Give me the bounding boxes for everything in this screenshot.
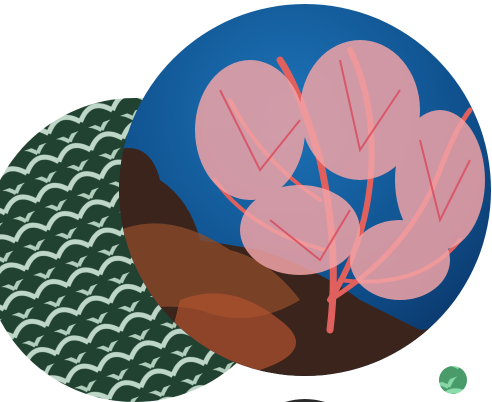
coral-photo (119, 4, 491, 376)
green-dot-texture (439, 366, 467, 394)
bottom-arc (285, 399, 325, 402)
